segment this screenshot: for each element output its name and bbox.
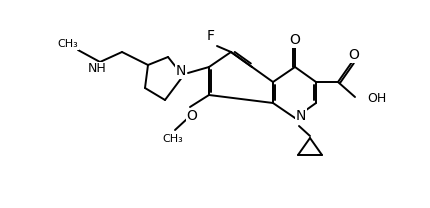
Text: CH₃: CH₃ <box>58 39 78 49</box>
Text: NH: NH <box>88 62 106 76</box>
Text: F: F <box>207 29 215 43</box>
Text: O: O <box>187 109 197 123</box>
Text: OH: OH <box>367 93 386 105</box>
Text: CH₃: CH₃ <box>163 134 183 144</box>
Text: N: N <box>176 64 186 78</box>
Text: O: O <box>289 33 301 47</box>
Text: O: O <box>349 48 359 62</box>
Text: N: N <box>296 109 306 123</box>
